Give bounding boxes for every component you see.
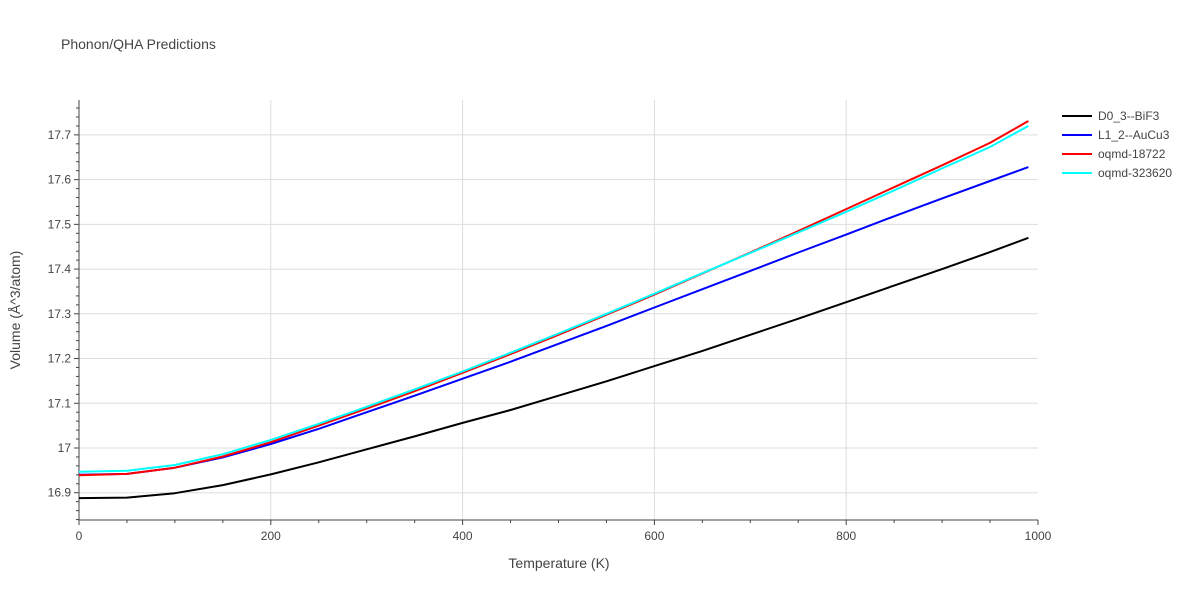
y-tick-label: 17.3 bbox=[48, 307, 72, 321]
x-tick-label: 0 bbox=[76, 529, 83, 543]
legend-swatch bbox=[1062, 114, 1092, 117]
y-tick-label: 17.2 bbox=[48, 352, 72, 366]
legend-item[interactable]: oqmd-18722 bbox=[1062, 144, 1172, 163]
legend-item[interactable]: L1_2--AuCu3 bbox=[1062, 125, 1172, 144]
legend-swatch bbox=[1062, 133, 1092, 136]
grid bbox=[79, 100, 1038, 520]
axes: 0 200 400 600 800 1000 16.9 17 17.1 17.2 17.3 17.4 1… bbox=[48, 100, 1052, 543]
x-tick-label: 600 bbox=[644, 529, 664, 543]
legend-swatch bbox=[1062, 152, 1092, 155]
series-line-oqmd-18722 bbox=[78, 120, 1029, 477]
y-tick-label: 17.6 bbox=[48, 173, 72, 187]
x-tick-label: 800 bbox=[836, 529, 856, 543]
legend-item[interactable]: D0_3--BiF3 bbox=[1062, 106, 1172, 125]
x-tick-label: 200 bbox=[261, 529, 281, 543]
legend-item[interactable]: oqmd-323620 bbox=[1062, 163, 1172, 182]
legend-swatch bbox=[1062, 171, 1092, 174]
y-tick-label: 16.9 bbox=[48, 486, 72, 500]
y-tick-label: 17.1 bbox=[48, 396, 72, 410]
series-line-oqmd-323620 bbox=[78, 125, 1029, 473]
x-tick-label: 400 bbox=[453, 529, 473, 543]
chart-title: Phonon/QHA Predictions bbox=[61, 36, 216, 52]
y-tick-label: 17.5 bbox=[48, 217, 72, 231]
series-line-L1_2--AuCu3 bbox=[78, 166, 1029, 476]
y-axis-label: Volume (Å^3/atom) bbox=[7, 251, 23, 370]
legend-label: D0_3--BiF3 bbox=[1098, 108, 1160, 123]
x-axis-label: Temperature (K) bbox=[508, 555, 609, 571]
x-tick-label: 1000 bbox=[1025, 529, 1052, 543]
legend-label: L1_2--AuCu3 bbox=[1098, 127, 1170, 142]
legend[interactable]: D0_3--BiF3 L1_2--AuCu3 oqmd-18722 oqmd-3236… bbox=[1062, 106, 1172, 182]
plot-lines bbox=[78, 120, 1029, 500]
y-tick-label: 17.7 bbox=[48, 128, 72, 142]
legend-label: oqmd-323620 bbox=[1098, 165, 1173, 180]
legend-label: oqmd-18722 bbox=[1098, 146, 1166, 161]
y-tick-label: 17 bbox=[58, 441, 72, 455]
series-line-D0_3--BiF3 bbox=[78, 236, 1029, 500]
y-tick-label: 17.4 bbox=[48, 262, 72, 276]
